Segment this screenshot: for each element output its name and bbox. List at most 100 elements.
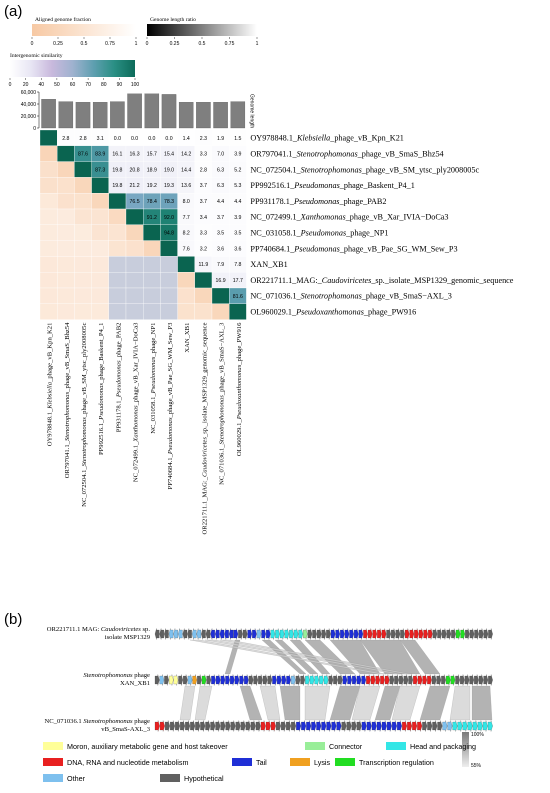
heatmap-lower-cell	[211, 303, 230, 320]
gene-arrow	[281, 674, 287, 686]
gene-arrow	[316, 720, 322, 732]
gene-arrow	[347, 674, 352, 686]
heatmap-lower-cell	[57, 240, 75, 257]
heatmap-cell-value: 5.3	[234, 183, 241, 189]
gene-arrow	[190, 720, 196, 732]
heatmap-cell	[57, 145, 75, 162]
gene-arrow	[248, 674, 254, 686]
synteny-link	[304, 685, 331, 721]
gene-arrow	[381, 720, 387, 732]
gene-arrow	[260, 720, 266, 732]
gene-arrow	[240, 720, 246, 732]
heatmap-lower-cell	[177, 272, 195, 289]
heatmap-cell-value: 16.1	[112, 152, 122, 158]
gene-arrow	[275, 628, 280, 640]
heatmap-cell-value: 2.8	[200, 167, 207, 173]
gene-arrow	[427, 674, 432, 686]
colorbar-length-bar	[147, 24, 257, 36]
identity-scale: 100% 55%	[462, 732, 484, 769]
heatmap-cell-value: 7.6	[183, 246, 190, 252]
gene-arrow	[206, 674, 212, 686]
heatmap-cell	[143, 224, 161, 241]
heatmap-lower-cell	[74, 303, 92, 320]
heatmap-cell-value: 7.8	[234, 262, 241, 268]
gene-arrow	[233, 628, 239, 640]
gene-arrow	[281, 720, 286, 732]
gene-arrow	[422, 674, 428, 686]
bar-y-tick-label: 20,000	[21, 114, 37, 120]
gene-arrow	[215, 720, 221, 732]
heatmap-cell-value: 87.3	[95, 167, 105, 173]
gene-arrow	[168, 674, 174, 686]
gene-arrow	[336, 720, 342, 732]
gene-arrow	[376, 720, 382, 732]
heatmap-cell	[194, 272, 213, 289]
heatmap-cell-value: 3.5	[217, 231, 224, 237]
synteny-link	[304, 639, 356, 675]
heatmap-row-label: OL960029.1_Pseudoxanthomonas_phage_PW916	[250, 308, 416, 317]
heatmap-lower-cell	[91, 287, 109, 304]
heatmap-cell-value: 19.3	[164, 183, 174, 189]
heatmap-row-label: PP931178.1_Pseudomonas_phage_PAB2	[250, 197, 386, 206]
gene-arrow	[252, 628, 257, 640]
gene-arrow	[245, 720, 251, 732]
heatmap-lower-cell	[125, 303, 144, 320]
gene-arrow	[296, 720, 301, 732]
gene-arrow	[392, 720, 397, 732]
colorbar-fraction-tick-label: 0.75	[105, 41, 115, 47]
gene-arrow	[356, 720, 362, 732]
colorbar-length-tick-label: 0.75	[225, 41, 235, 47]
synteny-link	[194, 685, 213, 721]
heatmap-lower-cell	[108, 272, 127, 289]
heatmap-cell-value: 7.0	[217, 152, 224, 158]
legend-label: Head and packaging	[410, 742, 476, 751]
panel-b-label: (b)	[4, 611, 22, 628]
gene-arrow	[247, 628, 252, 640]
genome-track-label: OR221711.1 MAG: Caudoviricetes sp.	[47, 626, 151, 633]
gene-arrow	[404, 628, 410, 640]
genome-track-label: Stenotrophomonas phage	[83, 672, 150, 679]
bar-y-tick-label: 0	[33, 126, 36, 132]
identity-scale-bottom-label: 55%	[471, 763, 482, 769]
heatmap-lower-cell	[57, 224, 75, 241]
heatmap-lower-cell	[91, 193, 109, 210]
gene-arrow	[211, 674, 216, 686]
gene-arrow	[417, 720, 423, 732]
gene-arrow	[316, 628, 322, 640]
legend-swatch	[43, 742, 63, 750]
gene-arrow	[205, 628, 211, 640]
heatmap-column-label: OY978848.1_Klebsiella_phage_vB_Kpn_K21	[47, 323, 54, 447]
gene-arrow	[170, 720, 175, 732]
legend-swatch	[232, 758, 252, 766]
genome-length-bar	[92, 102, 108, 129]
gene-arrow	[403, 674, 409, 686]
synteny-link	[449, 685, 471, 721]
heatmap-cell-value: 3.9	[234, 152, 241, 158]
heatmap-column-label: XAN_XB1	[184, 323, 191, 353]
heatmap-cell-value: 87.6	[78, 152, 88, 158]
heatmap-lower-cell	[91, 303, 109, 320]
gene-arrow	[330, 628, 336, 640]
gene-arrow	[418, 628, 424, 640]
heatmap-lower-cell	[39, 224, 58, 241]
genome-length-bar-chart: 0 20,000 40,000 60,000 Genome length	[21, 90, 255, 132]
genome-length-bar	[144, 93, 160, 129]
colorbar-fraction-bar	[32, 24, 136, 36]
heatmap-cell	[229, 303, 247, 320]
heatmap-lower-cell	[57, 303, 75, 320]
heatmap-cell-value: 78.3	[164, 199, 174, 205]
gene-arrow	[460, 674, 465, 686]
heatmap-lower-cell	[143, 240, 161, 257]
gene-arrow	[228, 628, 234, 640]
gene-arrow	[242, 628, 248, 640]
heatmap-cell	[91, 177, 109, 194]
gene-arrow	[256, 628, 262, 640]
gene-arrow	[185, 720, 191, 732]
heatmap-lower-cell	[194, 303, 213, 320]
colorbar-similarity-tick-label: 20	[23, 82, 29, 88]
gene-arrow	[446, 628, 452, 640]
gene-arrow	[395, 628, 401, 640]
gene-arrow	[238, 628, 243, 640]
bar-y-tick-label: 40,000	[21, 102, 37, 108]
